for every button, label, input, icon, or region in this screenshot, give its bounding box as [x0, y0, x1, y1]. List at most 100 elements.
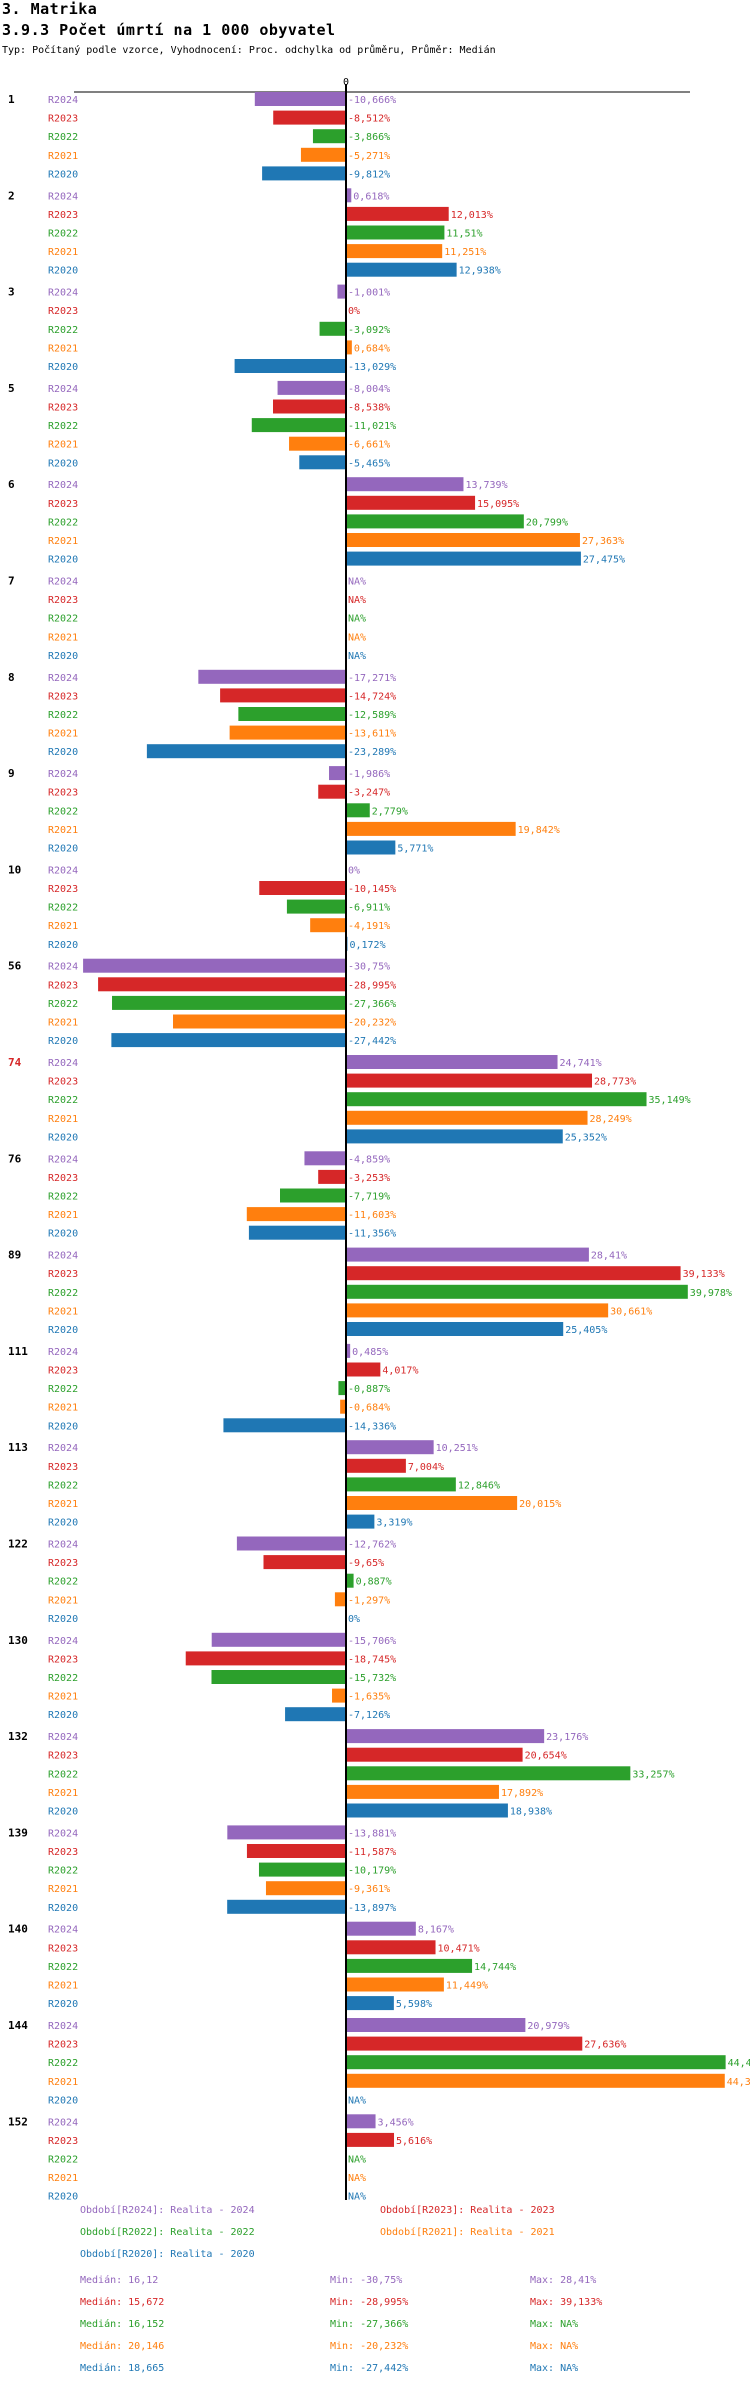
group-label: 111	[8, 1345, 28, 1358]
data-label: -11,021%	[348, 421, 396, 432]
bar	[346, 1092, 647, 1107]
data-label: 19,842%	[518, 825, 560, 836]
series-label: R2024	[48, 384, 78, 395]
bar	[346, 1496, 518, 1510]
bar	[259, 881, 346, 895]
bar	[310, 918, 346, 933]
bar	[346, 1129, 563, 1144]
series-label: R2024	[48, 1154, 78, 1165]
legend-period: Období[R2020]: Realita - 2020	[80, 2249, 255, 2260]
bar	[273, 110, 346, 125]
group-label: 139	[8, 1826, 28, 1839]
group-label: 130	[8, 1634, 28, 1647]
series-label: R2023	[48, 884, 78, 895]
series-label: R2023	[48, 1847, 78, 1858]
series-label: R2020	[48, 2095, 78, 2106]
series-label: R2024	[48, 673, 78, 684]
data-label: -1,297%	[348, 1595, 390, 1606]
data-label: NA%	[348, 2192, 366, 2200]
legend-max: Max: NA%	[530, 2341, 579, 2352]
series-label: R2021	[48, 536, 78, 547]
legend-median: Medián: 18,665	[80, 2363, 165, 2374]
legend-period: Období[R2023]: Realita - 2023	[380, 2205, 555, 2216]
series-label: R2023	[48, 1751, 78, 1762]
data-label: NA%	[348, 2155, 366, 2166]
series-label: R2020	[48, 651, 78, 662]
series-label: R2020	[48, 1999, 78, 2010]
bar	[319, 321, 346, 336]
bar	[346, 551, 581, 566]
bar	[146, 744, 346, 759]
bar	[346, 2036, 583, 2051]
data-label: -27,442%	[348, 1036, 396, 1047]
series-label: R2023	[48, 1654, 78, 1665]
group-label: 113	[8, 1441, 28, 1454]
bar	[223, 1418, 346, 1433]
data-label: 0,887%	[356, 1577, 392, 1588]
bar	[346, 188, 352, 203]
group-label: 122	[8, 1538, 28, 1551]
series-label: R2020	[48, 1518, 78, 1529]
bar	[346, 206, 449, 221]
data-label: 24,741%	[560, 1058, 602, 1069]
data-label: 17,892%	[501, 1788, 543, 1799]
legend-min: Min: -20,232%	[330, 2341, 409, 2352]
data-label: 13,739%	[465, 480, 507, 491]
series-label: R2023	[48, 210, 78, 221]
bar	[289, 436, 346, 451]
data-label: -30,75%	[348, 962, 390, 973]
bar	[280, 1188, 346, 1203]
series-label: R2024	[48, 1443, 78, 1454]
data-label: 0,485%	[352, 1347, 388, 1358]
group-label: 152	[8, 2115, 28, 2128]
series-label: R2023	[48, 114, 78, 125]
legend-median: Medián: 16,12	[80, 2275, 159, 2286]
series-label: R2022	[48, 1480, 78, 1491]
data-label: 20,799%	[526, 517, 568, 528]
data-label: -12,762%	[348, 1540, 396, 1551]
data-label: 18,938%	[510, 1807, 552, 1818]
data-label: 23,176%	[546, 1732, 588, 1743]
series-label: R2020	[48, 844, 78, 855]
data-label: -23,289%	[348, 747, 396, 758]
data-label: 0%	[348, 306, 360, 317]
bar	[346, 1266, 681, 1281]
bar	[346, 2073, 725, 2088]
series-label: R2022	[48, 806, 78, 817]
data-label: 25,405%	[565, 1325, 607, 1336]
data-label: 5,598%	[396, 1999, 432, 2010]
bar	[346, 1996, 394, 2011]
series-label: R2023	[48, 1077, 78, 1088]
bar	[246, 1844, 346, 1858]
data-label: 4,017%	[382, 1366, 418, 1377]
series-label: R2024	[48, 1058, 78, 1069]
series-label: R2023	[48, 2040, 78, 2051]
data-label: 20,654%	[525, 1751, 567, 1762]
group-label: 56	[8, 960, 22, 973]
series-label: R2022	[48, 1769, 78, 1780]
data-label: 12,938%	[459, 266, 501, 277]
bar	[220, 688, 346, 703]
bar	[246, 1207, 346, 1222]
series-label: R2023	[48, 499, 78, 510]
bar	[346, 244, 443, 259]
series-label: R2020	[48, 1036, 78, 1047]
series-label: R2022	[48, 1577, 78, 1588]
series-label: R2022	[48, 1095, 78, 1106]
series-label: R2023	[48, 1269, 78, 1280]
series-label: R2024	[48, 769, 78, 780]
bar	[346, 840, 396, 855]
series-label: R2020	[48, 1807, 78, 1818]
bar	[229, 725, 346, 740]
legend-min: Min: -30,75%	[330, 2275, 403, 2286]
data-label: -5,465%	[348, 458, 390, 469]
legend-max: Max: NA%	[530, 2363, 579, 2374]
data-label: -0,887%	[348, 1384, 390, 1395]
data-label: -27,366%	[348, 999, 396, 1010]
data-label: -10,666%	[348, 95, 396, 106]
series-label: R2021	[48, 2173, 78, 2184]
bar	[98, 977, 347, 992]
data-label: -8,538%	[348, 403, 390, 414]
group-label: 2	[8, 189, 15, 202]
data-label: -4,191%	[348, 921, 390, 932]
